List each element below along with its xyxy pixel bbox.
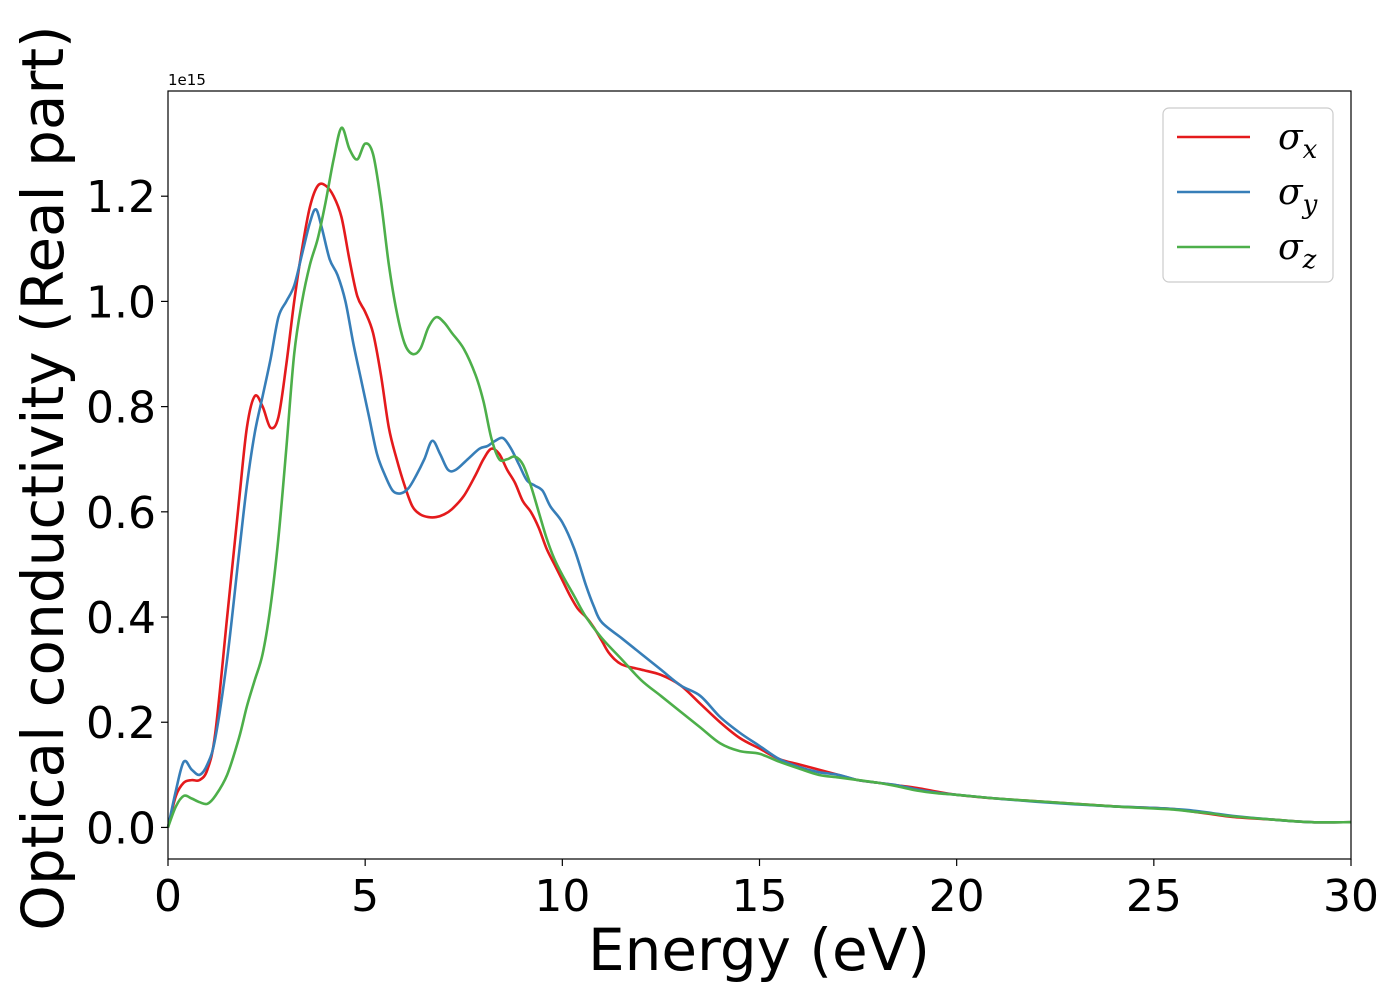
y-tick-label: 1.2 [86,172,156,223]
x-tick-label: 10 [534,871,590,922]
y-tick-label: 0.8 [86,383,156,434]
legend-box [1162,107,1334,283]
x-tick-label: 15 [732,871,788,922]
series-line-x [166,182,1352,828]
x-tick-label: 0 [154,871,182,922]
y-axis-offset-text: 1e15 [168,71,206,89]
legend-label-z: σz [1278,227,1317,275]
series-line-z [166,126,1352,828]
y-axis-ticks: 0.0 0.2 0.4 0.6 0.8 1.0 1.2 [86,172,168,854]
series-layer [166,126,1352,828]
y-tick-label: 0.0 [86,803,156,854]
x-axis-ticks: 0 5 10 15 20 25 30 [154,859,1379,922]
legend: σx σy σz [1162,107,1334,283]
y-tick-label: 0.6 [86,488,156,539]
x-tick-label: 5 [351,871,379,922]
y-tick-label: 0.2 [86,698,156,749]
x-tick-label: 25 [1126,871,1182,922]
legend-label-y: σy [1278,172,1318,220]
y-tick-label: 0.4 [86,593,156,644]
y-tick-label: 1.0 [86,277,156,328]
x-tick-label: 20 [929,871,985,922]
x-tick-label: 30 [1323,871,1379,922]
legend-label-x: σx [1278,117,1318,165]
x-axis-label: Energy (eV) [588,916,930,984]
y-axis-label: Optical conductivity (Real part) [9,25,77,930]
